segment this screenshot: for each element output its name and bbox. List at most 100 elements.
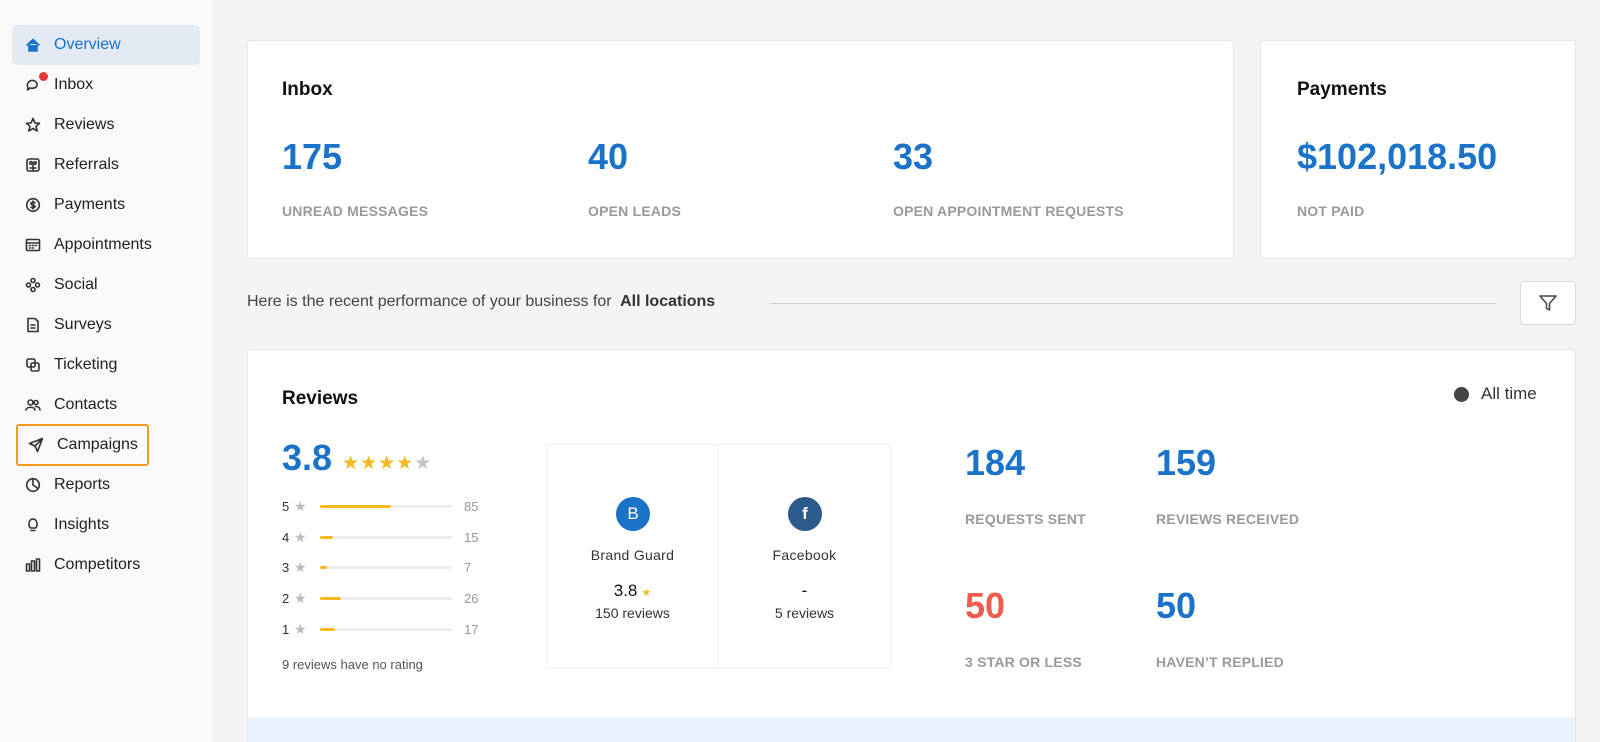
rating-bar-count: 7	[464, 559, 472, 575]
rating-bar-track	[320, 596, 452, 600]
rating-bar-count: 26	[464, 590, 479, 606]
star-icon: ★	[294, 620, 307, 637]
source-card-facebook[interactable]: f Facebook - 5 reviews	[718, 444, 891, 669]
star-icon: ★	[641, 587, 652, 599]
filter-icon	[1539, 295, 1557, 311]
sidebar-item-referrals[interactable]: Referrals	[12, 145, 200, 185]
ticket-icon	[24, 356, 42, 374]
inbox-card-title: Inbox	[282, 79, 333, 100]
sidebar-item-label: Reports	[54, 476, 111, 493]
star-icon: ★	[414, 453, 433, 474]
social-icon	[24, 276, 42, 294]
dollar-icon	[24, 196, 42, 214]
sidebar-item-reports[interactable]: Reports	[12, 465, 200, 505]
performance-summary: Here is the recent performance of your b…	[247, 293, 715, 311]
three-star-or-less-label: 3 STAR OR LESS	[965, 654, 1082, 670]
sidebar-item-label: Inbox	[54, 76, 94, 93]
chart-pie-icon	[24, 476, 42, 494]
rating-bar-stars: 5	[282, 498, 290, 514]
chat-icon	[24, 72, 48, 94]
sidebar-item-contacts[interactable]: Contacts	[12, 385, 200, 425]
open-leads-label: OPEN LEADS	[588, 203, 682, 219]
sidebar-item-label: Competitors	[54, 556, 141, 573]
rating-bar-track	[320, 565, 452, 569]
source-rating: -	[801, 581, 808, 600]
sidebar-item-label: Surveys	[54, 316, 112, 333]
payments-card: Payments $102,018.50 NOT PAID	[1260, 40, 1576, 259]
rating-bar-fill	[320, 535, 334, 539]
send-icon	[27, 436, 45, 454]
sidebar-item-appointments[interactable]: Appointments	[12, 225, 200, 265]
star-icon: ★	[294, 558, 307, 575]
open-leads-count[interactable]: 40	[588, 136, 629, 177]
star-icon: ★	[294, 528, 307, 545]
sidebar-item-label: Social	[54, 276, 98, 293]
rating-bar-track	[320, 504, 452, 508]
sidebar-item-social[interactable]: Social	[12, 265, 200, 305]
three-star-or-less-count[interactable]: 50	[965, 585, 1006, 626]
unread-messages-label: UNREAD MESSAGES	[282, 203, 429, 219]
rating-bar-row[interactable]: 5 ★ 85	[282, 498, 502, 514]
havent-replied-count[interactable]: 50	[1156, 585, 1197, 626]
sidebar-item-inbox[interactable]: Inbox	[12, 65, 200, 105]
source-name: Facebook	[772, 547, 837, 563]
rating-bar-count: 85	[464, 498, 479, 514]
clock-icon	[1454, 386, 1469, 402]
rating-bar-stars: 4	[282, 529, 290, 545]
location-selector[interactable]: All locations	[620, 293, 716, 310]
source-card-brand-guard[interactable]: B Brand Guard 3.8 ★ 150 reviews	[546, 444, 719, 669]
sidebar-item-payments[interactable]: Payments	[12, 185, 200, 225]
star-icon: ★	[294, 589, 307, 606]
rating-bar-row[interactable]: 4 ★ 15	[282, 529, 502, 545]
open-appointment-requests-count[interactable]: 33	[893, 136, 934, 177]
star-icon: ★	[294, 497, 307, 514]
rating-bar-stars: 3	[282, 559, 290, 575]
rating-bar-stars: 2	[282, 590, 290, 606]
source-name: Brand Guard	[590, 547, 675, 563]
unread-badge-dot	[39, 72, 48, 81]
sidebar-item-ticketing[interactable]: Ticketing	[12, 345, 200, 385]
sidebar-item-label: Referrals	[54, 156, 119, 173]
performance-text: Here is the recent performance of your b…	[247, 293, 612, 310]
star-icon: ★	[360, 453, 379, 474]
sidebar-item-insights[interactable]: Insights	[12, 505, 200, 545]
payments-card-title: Payments	[1297, 79, 1387, 100]
average-rating: 3.8	[282, 437, 333, 478]
source-review-count: 150 reviews	[595, 605, 670, 621]
rating-bar-row[interactable]: 2 ★ 26	[282, 590, 502, 606]
sidebar-item-surveys[interactable]: Surveys	[12, 305, 200, 345]
home-icon	[24, 36, 42, 54]
brand-guard-logo-icon: B	[616, 497, 650, 531]
unread-messages-count[interactable]: 175	[282, 136, 343, 177]
reviews-received-count[interactable]: 159	[1156, 442, 1217, 483]
no-rating-note: 9 reviews have no rating	[282, 657, 423, 672]
reviews-footer-strip	[247, 717, 1576, 742]
source-rating: 3.8 ★	[547, 581, 718, 601]
sidebar-item-competitors[interactable]: Competitors	[12, 545, 200, 585]
sidebar-item-overview[interactable]: Overview	[12, 25, 200, 65]
sidebar-item-label: Ticketing	[54, 356, 118, 373]
havent-replied-label: HAVEN’T REPLIED	[1156, 654, 1284, 670]
inbox-card: Inbox 175 UNREAD MESSAGES 40 OPEN LEADS …	[247, 40, 1234, 259]
rating-bar-fill	[320, 627, 335, 631]
rating-bar-row[interactable]: 3 ★ 7	[282, 559, 502, 575]
not-paid-label: NOT PAID	[1297, 203, 1365, 219]
rating-bar-fill	[320, 504, 392, 508]
requests-sent-count[interactable]: 184	[965, 442, 1026, 483]
sidebar-item-label: Appointments	[54, 236, 152, 253]
rating-bar-track	[320, 535, 452, 539]
source-rating-value: 3.8	[613, 581, 638, 600]
reviews-card-title: Reviews	[282, 388, 359, 409]
rating-bar-row[interactable]: 1 ★ 17	[282, 621, 502, 637]
lightbulb-icon	[24, 516, 42, 534]
sidebar-item-campaigns[interactable]: Campaigns	[16, 424, 149, 466]
sidebar-item-label: Campaigns	[57, 436, 138, 453]
reviews-card: Reviews	[247, 349, 1576, 742]
time-range-selector[interactable]: All time	[1454, 384, 1537, 404]
rating-bar-fill	[320, 565, 327, 569]
star-icon	[24, 116, 42, 134]
filter-button[interactable]	[1520, 281, 1576, 325]
sidebar-item-reviews[interactable]: Reviews	[12, 105, 200, 145]
not-paid-amount[interactable]: $102,018.50	[1297, 136, 1498, 177]
rating-bar-fill	[320, 596, 342, 600]
